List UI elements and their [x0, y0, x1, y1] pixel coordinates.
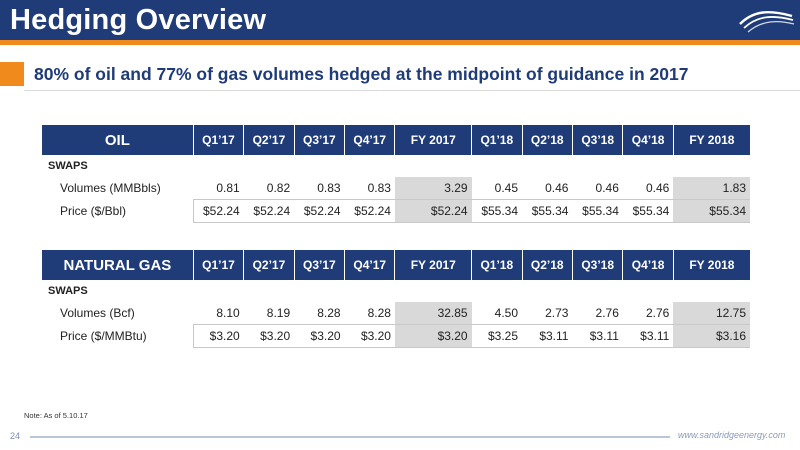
table-row: Price ($/Bbl) $52.24 $52.24 $52.24 $52.2…	[42, 199, 750, 223]
table-cell-fy: $55.34	[673, 199, 750, 223]
table-cell-fy: 3.29	[394, 177, 472, 200]
table-cell: $55.34	[522, 199, 573, 223]
table-cell: 8.19	[243, 302, 295, 325]
page-title: Hedging Overview	[10, 4, 267, 36]
table-row: Volumes (Bcf) 8.10 8.19 8.28 8.28 32.85 …	[42, 302, 750, 325]
oil-category-row: SWAPS	[42, 155, 750, 177]
table-cell: 0.83	[294, 177, 345, 200]
period-header: Q3’18	[571, 125, 623, 155]
table-cell: 0.45	[471, 177, 523, 200]
gas-category-label: SWAPS	[48, 285, 88, 297]
title-banner	[0, 0, 800, 40]
table-cell: $3.11	[622, 324, 674, 348]
table-cell: $3.20	[294, 324, 345, 348]
period-header: Q1’17	[192, 250, 244, 280]
table-cell: $52.24	[344, 199, 395, 223]
gas-hedge-table: NATURAL GAS Q1’17 Q2’17 Q3’17 Q4’17 FY 2…	[42, 250, 750, 348]
headline: 80% of oil and 77% of gas volumes hedged…	[34, 64, 689, 84]
period-header: Q4’18	[622, 125, 674, 155]
table-row: Volumes (MMBbls) 0.81 0.82 0.83 0.83 3.2…	[42, 177, 750, 200]
table-cell: $3.20	[192, 324, 244, 348]
period-header: Q3’17	[293, 125, 345, 155]
footer-divider	[30, 436, 670, 438]
table-cell: 2.73	[522, 302, 573, 325]
period-header: Q2’17	[243, 250, 295, 280]
table-cell: $3.25	[471, 324, 523, 348]
table-cell: 2.76	[572, 302, 623, 325]
period-header: Q3’18	[571, 250, 623, 280]
table-cell: $52.24	[192, 199, 244, 223]
table-cell: 0.82	[243, 177, 295, 200]
period-header: FY 2017	[394, 125, 472, 155]
headline-accent-bar	[0, 62, 24, 86]
table-cell: $52.24	[294, 199, 345, 223]
oil-hedge-table: OIL Q1’17 Q2’17 Q3’17 Q4’17 FY 2017 Q1’1…	[42, 125, 750, 223]
table-cell: $55.34	[572, 199, 623, 223]
period-header: Q2’17	[243, 125, 295, 155]
table-cell: $55.34	[622, 199, 674, 223]
table-cell: $52.24	[243, 199, 295, 223]
footnote: Note: As of 5.10.17	[24, 411, 88, 420]
oil-header-row: OIL Q1’17 Q2’17 Q3’17 Q4’17 FY 2017 Q1’1…	[42, 125, 750, 155]
table-cell: 8.28	[294, 302, 345, 325]
period-header: Q3’17	[293, 250, 345, 280]
oil-section-title: OIL	[42, 125, 194, 155]
period-header: FY 2018	[672, 250, 750, 280]
table-cell: 2.76	[622, 302, 674, 325]
table-cell: 0.83	[344, 177, 395, 200]
table-cell-fy: $3.16	[673, 324, 750, 348]
period-header: Q2’18	[521, 125, 573, 155]
period-header: FY 2017	[394, 250, 472, 280]
table-cell: 0.46	[522, 177, 573, 200]
gas-section-title: NATURAL GAS	[42, 250, 194, 280]
period-header: FY 2018	[672, 125, 750, 155]
table-cell: $55.34	[471, 199, 523, 223]
table-cell: 0.46	[622, 177, 674, 200]
period-header: Q2’18	[521, 250, 573, 280]
page-number: 24	[10, 431, 21, 441]
period-header: Q4’17	[344, 250, 395, 280]
row-label: Price ($/MMBtu)	[60, 329, 147, 343]
gas-category-row: SWAPS	[42, 280, 750, 302]
period-header: Q4’18	[622, 250, 674, 280]
table-cell-fy: $52.24	[394, 199, 472, 223]
period-header: Q1’17	[192, 125, 244, 155]
row-label: Volumes (Bcf)	[60, 306, 135, 321]
table-cell-fy: 32.85	[394, 302, 472, 325]
oil-category-label: SWAPS	[48, 160, 88, 172]
table-cell: 8.28	[344, 302, 395, 325]
table-cell-fy: 12.75	[673, 302, 750, 325]
table-cell: 0.46	[572, 177, 623, 200]
table-cell: 0.81	[193, 177, 244, 200]
table-cell-fy: 1.83	[673, 177, 750, 200]
gas-header-row: NATURAL GAS Q1’17 Q2’17 Q3’17 Q4’17 FY 2…	[42, 250, 750, 280]
row-label: Volumes (MMBbls)	[60, 181, 161, 196]
footer-url: www.sandridgeenergy.com	[678, 430, 786, 440]
table-cell: 8.10	[193, 302, 244, 325]
table-cell: $3.20	[344, 324, 395, 348]
table-cell: $3.11	[572, 324, 623, 348]
headline-divider	[24, 90, 800, 91]
wave-logo-icon	[739, 11, 795, 33]
period-header: Q1’18	[471, 250, 523, 280]
table-cell: $3.11	[522, 324, 573, 348]
period-header: Q4’17	[344, 125, 395, 155]
row-label: Price ($/Bbl)	[60, 204, 127, 218]
title-banner-stripe	[0, 40, 800, 45]
table-cell-fy: $3.20	[394, 324, 472, 348]
table-row: Price ($/MMBtu) $3.20 $3.20 $3.20 $3.20 …	[42, 324, 750, 348]
period-header: Q1’18	[471, 125, 523, 155]
table-cell: 4.50	[471, 302, 523, 325]
table-cell: $3.20	[243, 324, 295, 348]
